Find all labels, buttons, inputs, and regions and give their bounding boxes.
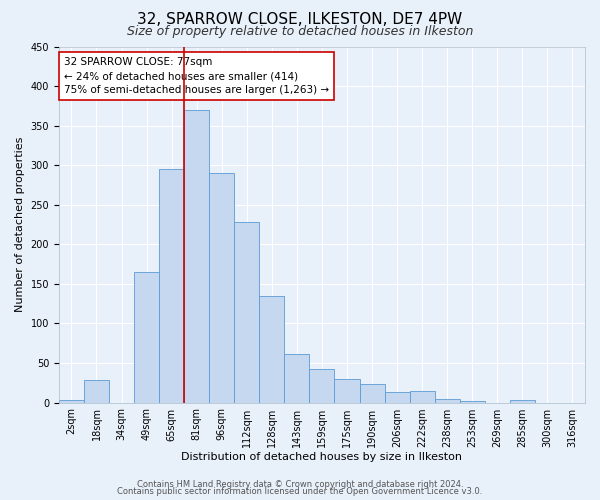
Bar	[234, 222, 259, 402]
Bar	[284, 354, 310, 403]
Bar	[310, 368, 334, 402]
Bar	[460, 401, 485, 402]
Bar	[359, 384, 385, 402]
Text: 32 SPARROW CLOSE: 77sqm
← 24% of detached houses are smaller (414)
75% of semi-d: 32 SPARROW CLOSE: 77sqm ← 24% of detache…	[64, 57, 329, 95]
Bar	[410, 390, 434, 402]
Text: 32, SPARROW CLOSE, ILKESTON, DE7 4PW: 32, SPARROW CLOSE, ILKESTON, DE7 4PW	[137, 12, 463, 28]
Bar	[84, 380, 109, 402]
Y-axis label: Number of detached properties: Number of detached properties	[15, 137, 25, 312]
Bar	[134, 272, 159, 402]
Bar	[259, 296, 284, 403]
X-axis label: Distribution of detached houses by size in Ilkeston: Distribution of detached houses by size …	[181, 452, 463, 462]
Bar	[385, 392, 410, 402]
Bar	[184, 110, 209, 403]
Text: Contains public sector information licensed under the Open Government Licence v3: Contains public sector information licen…	[118, 487, 482, 496]
Bar	[209, 173, 234, 402]
Bar	[159, 169, 184, 402]
Bar	[510, 400, 535, 402]
Bar	[434, 398, 460, 402]
Bar	[59, 400, 84, 402]
Text: Size of property relative to detached houses in Ilkeston: Size of property relative to detached ho…	[127, 25, 473, 38]
Bar	[334, 379, 359, 402]
Text: Contains HM Land Registry data © Crown copyright and database right 2024.: Contains HM Land Registry data © Crown c…	[137, 480, 463, 489]
